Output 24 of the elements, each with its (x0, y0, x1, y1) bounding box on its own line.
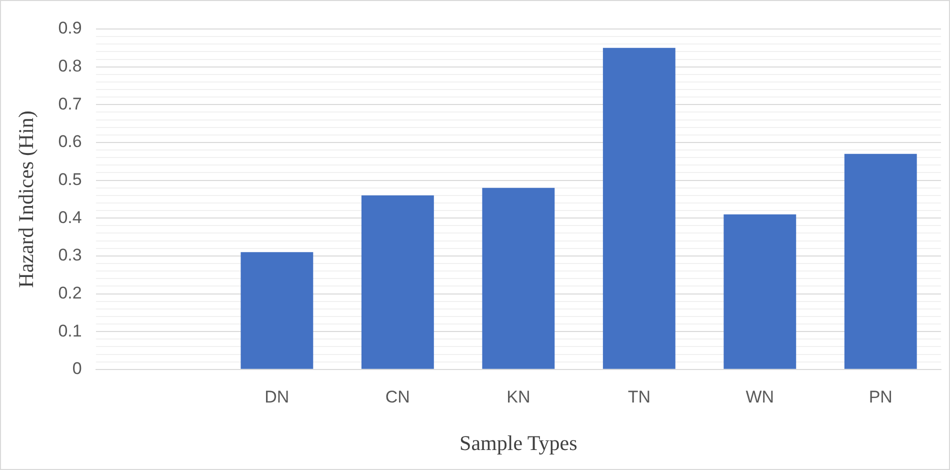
y-tick-label: 0.1 (58, 321, 82, 340)
y-tick-label: 0.9 (58, 18, 82, 38)
y-axis-title: Hazard Indices (Hin) (14, 110, 38, 288)
x-tick-label: CN (385, 387, 410, 406)
bar (240, 252, 314, 369)
x-axis-title: Sample Types (460, 430, 578, 455)
y-tick-label: 0 (72, 359, 82, 378)
y-tick-label: 0.8 (58, 56, 82, 76)
y-tick-label: 0.2 (58, 283, 82, 302)
y-tick-label: 0.6 (58, 132, 82, 152)
bar (724, 214, 796, 369)
bar (602, 48, 676, 369)
x-tick-label: WN (746, 387, 774, 406)
y-tick-label: 0.3 (58, 246, 82, 265)
bar (482, 188, 555, 369)
y-tick-label: 0.5 (58, 170, 82, 189)
bar (844, 154, 917, 369)
y-tick-label: 0.7 (58, 94, 82, 114)
bar (361, 195, 434, 369)
x-tick-label: DN (264, 387, 290, 406)
y-tick-label: 0.4 (58, 208, 82, 227)
x-tick-label: PN (868, 387, 892, 406)
x-tick-label: TN (628, 387, 650, 406)
x-tick-label: KN (506, 387, 530, 406)
